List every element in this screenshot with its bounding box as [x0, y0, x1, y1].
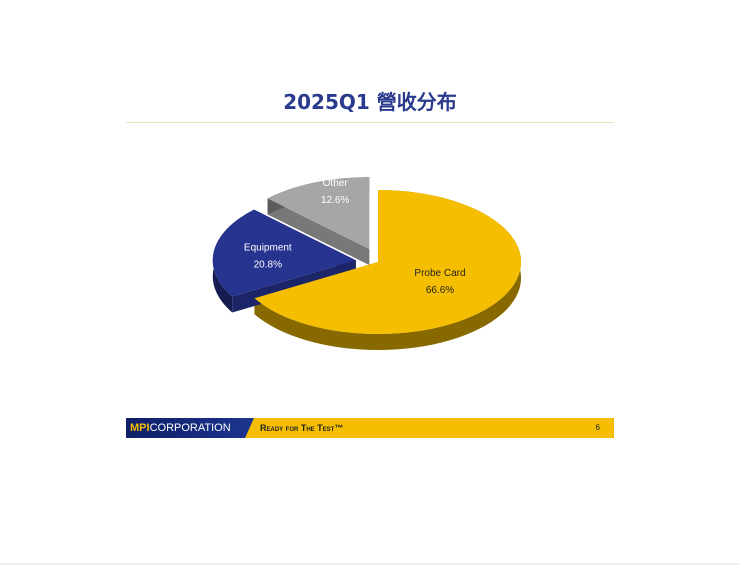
slice-value-label: 20.8% [254, 260, 282, 271]
pie-slice-other [267, 177, 370, 250]
slice-value-label: 12.6% [321, 195, 349, 206]
footer-bar: MPICORPORATION Ready for The Test™ 6 [126, 418, 614, 438]
tagline: Ready for The Test™ [260, 423, 344, 433]
pie-slice-probe-card [254, 190, 521, 334]
company-logo: MPICORPORATION [126, 418, 254, 438]
pie-slice-equipment [212, 209, 356, 297]
slice-value-label: 66.6% [426, 285, 454, 296]
page-number: 6 [595, 423, 600, 432]
pie-slice-wall [267, 198, 370, 266]
slice-label: Other [323, 178, 349, 189]
title-divider [126, 122, 614, 123]
slice-label: Probe Card [414, 268, 465, 279]
slice-label: Equipment [244, 243, 292, 254]
page-edge [0, 563, 740, 565]
slide-title: 2025Q1 營收分布 [283, 90, 457, 114]
